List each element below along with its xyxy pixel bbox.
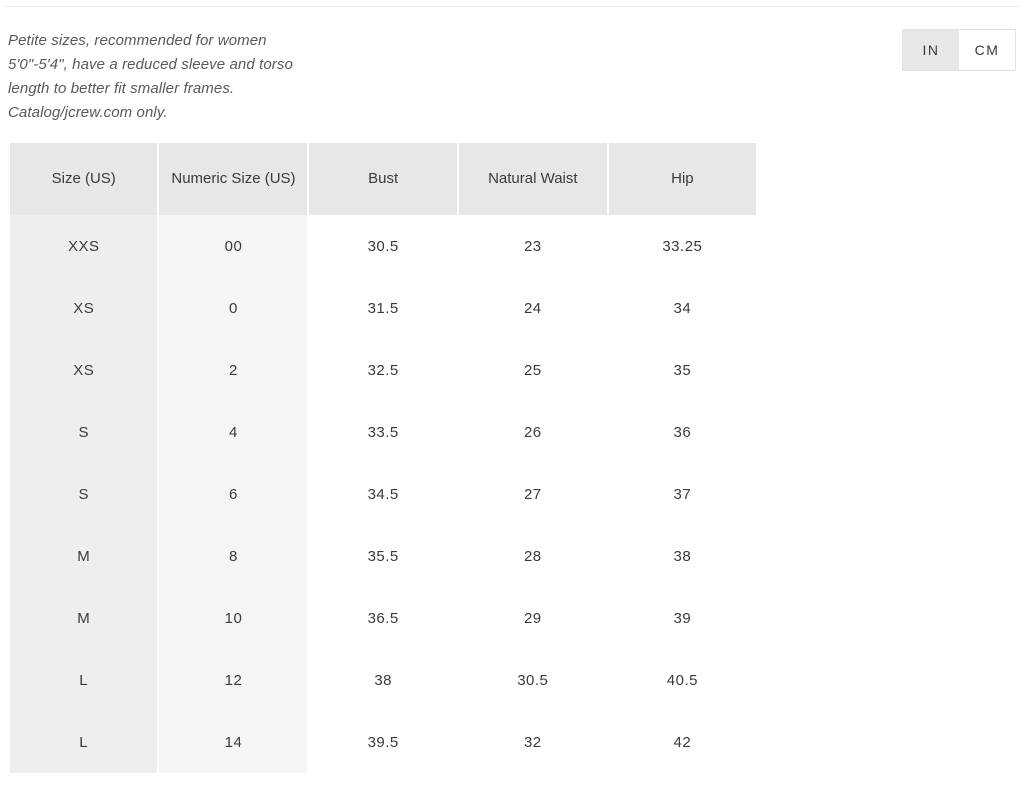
table-row: L 14 39.5 32 42: [10, 711, 756, 773]
cell-hip: 33.25: [609, 215, 756, 277]
table-header-row: Size (US) Numeric Size (US) Bust Natural…: [10, 143, 756, 215]
cell-waist: 29: [459, 587, 607, 649]
cell-bust: 32.5: [309, 339, 456, 401]
table-row: XS 2 32.5 25 35: [10, 339, 756, 401]
cell-size: S: [10, 463, 157, 525]
cell-bust: 38: [309, 649, 456, 711]
cell-size: L: [10, 649, 157, 711]
cell-waist: 25: [459, 339, 607, 401]
size-table-body: XXS 00 30.5 23 33.25 XS 0 31.5 24 34 XS …: [10, 215, 756, 773]
cell-numeric: 12: [159, 649, 307, 711]
column-header-bust: Bust: [309, 143, 456, 215]
cell-bust: 33.5: [309, 401, 456, 463]
column-header-size: Size (US): [10, 143, 157, 215]
cell-bust: 35.5: [309, 525, 456, 587]
cell-numeric: 0: [159, 277, 307, 339]
cell-waist: 23: [459, 215, 607, 277]
table-row: M 10 36.5 29 39: [10, 587, 756, 649]
cell-bust: 30.5: [309, 215, 456, 277]
cell-waist: 30.5: [459, 649, 607, 711]
table-row: S 4 33.5 26 36: [10, 401, 756, 463]
cell-hip: 36: [609, 401, 756, 463]
cell-hip: 38: [609, 525, 756, 587]
cell-size: M: [10, 587, 157, 649]
cell-numeric: 10: [159, 587, 307, 649]
header-row: Petite sizes, recommended for women 5'0"…: [0, 7, 1024, 125]
cell-numeric: 8: [159, 525, 307, 587]
cell-bust: 39.5: [309, 711, 456, 773]
cell-hip: 37: [609, 463, 756, 525]
cell-hip: 39: [609, 587, 756, 649]
cell-size: XXS: [10, 215, 157, 277]
cell-numeric: 6: [159, 463, 307, 525]
column-header-numeric: Numeric Size (US): [159, 143, 307, 215]
table-row: L 12 38 30.5 40.5: [10, 649, 756, 711]
unit-toggle: IN CM: [902, 29, 1016, 71]
cell-size: L: [10, 711, 157, 773]
cell-hip: 42: [609, 711, 756, 773]
cell-waist: 24: [459, 277, 607, 339]
cell-numeric: 2: [159, 339, 307, 401]
cell-size: M: [10, 525, 157, 587]
cell-waist: 32: [459, 711, 607, 773]
cell-waist: 26: [459, 401, 607, 463]
table-row: M 8 35.5 28 38: [10, 525, 756, 587]
cell-size: S: [10, 401, 157, 463]
cell-numeric: 4: [159, 401, 307, 463]
size-table-container: Size (US) Numeric Size (US) Bust Natural…: [0, 125, 1024, 773]
cell-hip: 34: [609, 277, 756, 339]
cell-size: XS: [10, 277, 157, 339]
cell-bust: 34.5: [309, 463, 456, 525]
table-row: XS 0 31.5 24 34: [10, 277, 756, 339]
cell-bust: 36.5: [309, 587, 456, 649]
cell-numeric: 14: [159, 711, 307, 773]
cell-size: XS: [10, 339, 157, 401]
cell-hip: 40.5: [609, 649, 756, 711]
cell-waist: 27: [459, 463, 607, 525]
column-header-hip: Hip: [609, 143, 756, 215]
sizing-description: Petite sizes, recommended for women 5'0"…: [8, 29, 308, 125]
table-row: S 6 34.5 27 37: [10, 463, 756, 525]
column-header-waist: Natural Waist: [459, 143, 607, 215]
cell-numeric: 00: [159, 215, 307, 277]
size-chart-table: Size (US) Numeric Size (US) Bust Natural…: [8, 143, 758, 773]
unit-inches-button[interactable]: IN: [903, 30, 959, 70]
cell-waist: 28: [459, 525, 607, 587]
unit-centimeters-button[interactable]: CM: [959, 30, 1015, 70]
cell-bust: 31.5: [309, 277, 456, 339]
table-row: XXS 00 30.5 23 33.25: [10, 215, 756, 277]
cell-hip: 35: [609, 339, 756, 401]
